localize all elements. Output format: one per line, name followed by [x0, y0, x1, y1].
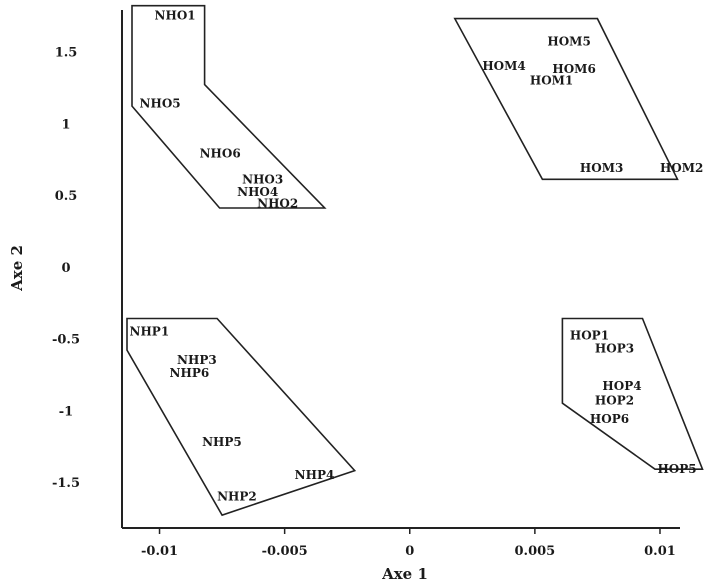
- point-label: HOP2: [595, 393, 634, 407]
- point-label: HOM4: [482, 59, 525, 73]
- point-label: HOP4: [602, 379, 641, 393]
- point-label: NHO6: [200, 146, 241, 160]
- y-tick-label: 0.5: [55, 189, 78, 204]
- point-label: HOP1: [570, 329, 609, 343]
- point-label: NHO4: [237, 185, 278, 199]
- x-tick-label: -0.005: [262, 544, 308, 559]
- point-label: NHO5: [140, 96, 181, 110]
- x-tick-label: 0: [405, 544, 414, 559]
- point-label: HOM1: [530, 73, 573, 87]
- point-label: NHP6: [170, 366, 210, 380]
- y-tick-label: 1: [61, 117, 70, 132]
- point-label: HOM5: [547, 35, 590, 49]
- x-axis-title: Axe 1: [381, 565, 428, 583]
- point-label: NHP1: [130, 324, 170, 338]
- point-label: NHO1: [155, 9, 196, 23]
- x-tick-label: 0.005: [515, 544, 556, 559]
- group-hull: [126, 317, 357, 517]
- x-axis-ticks: -0.01 -0.005 0 0.005 0.01: [141, 528, 676, 559]
- y-tick-label: 0: [61, 261, 70, 276]
- group-hull: [131, 4, 327, 209]
- group-hull: [561, 317, 704, 471]
- y-tick-label: 1.5: [55, 46, 78, 61]
- point-label: NHP4: [295, 468, 335, 482]
- point-label: NHP2: [217, 489, 257, 503]
- y-tick-label: -1: [59, 404, 73, 419]
- point-label: NHP3: [177, 353, 217, 367]
- point-label: NHO3: [242, 172, 283, 186]
- point-label: HOP3: [595, 342, 634, 356]
- point-label: HOP5: [657, 462, 696, 476]
- point-label: HOM6: [552, 62, 595, 76]
- x-tick-label: -0.01: [141, 544, 178, 559]
- x-tick-label: 0.01: [644, 544, 676, 559]
- group-hulls: [126, 4, 704, 517]
- point-label: NHP5: [202, 435, 242, 449]
- point-label: HOM2: [660, 161, 703, 175]
- point-label: HOP6: [590, 412, 629, 426]
- point-label: HOM3: [580, 161, 623, 175]
- y-tick-label: -1.5: [52, 476, 80, 491]
- point-label: NHO2: [257, 197, 298, 211]
- y-tick-label: -0.5: [52, 333, 80, 348]
- y-axis-title: Axe 2: [8, 245, 26, 292]
- group-hull: [453, 17, 679, 181]
- y-axis-ticks: 1.5 1 0.5 0 -0.5 -1 -1.5: [52, 46, 80, 491]
